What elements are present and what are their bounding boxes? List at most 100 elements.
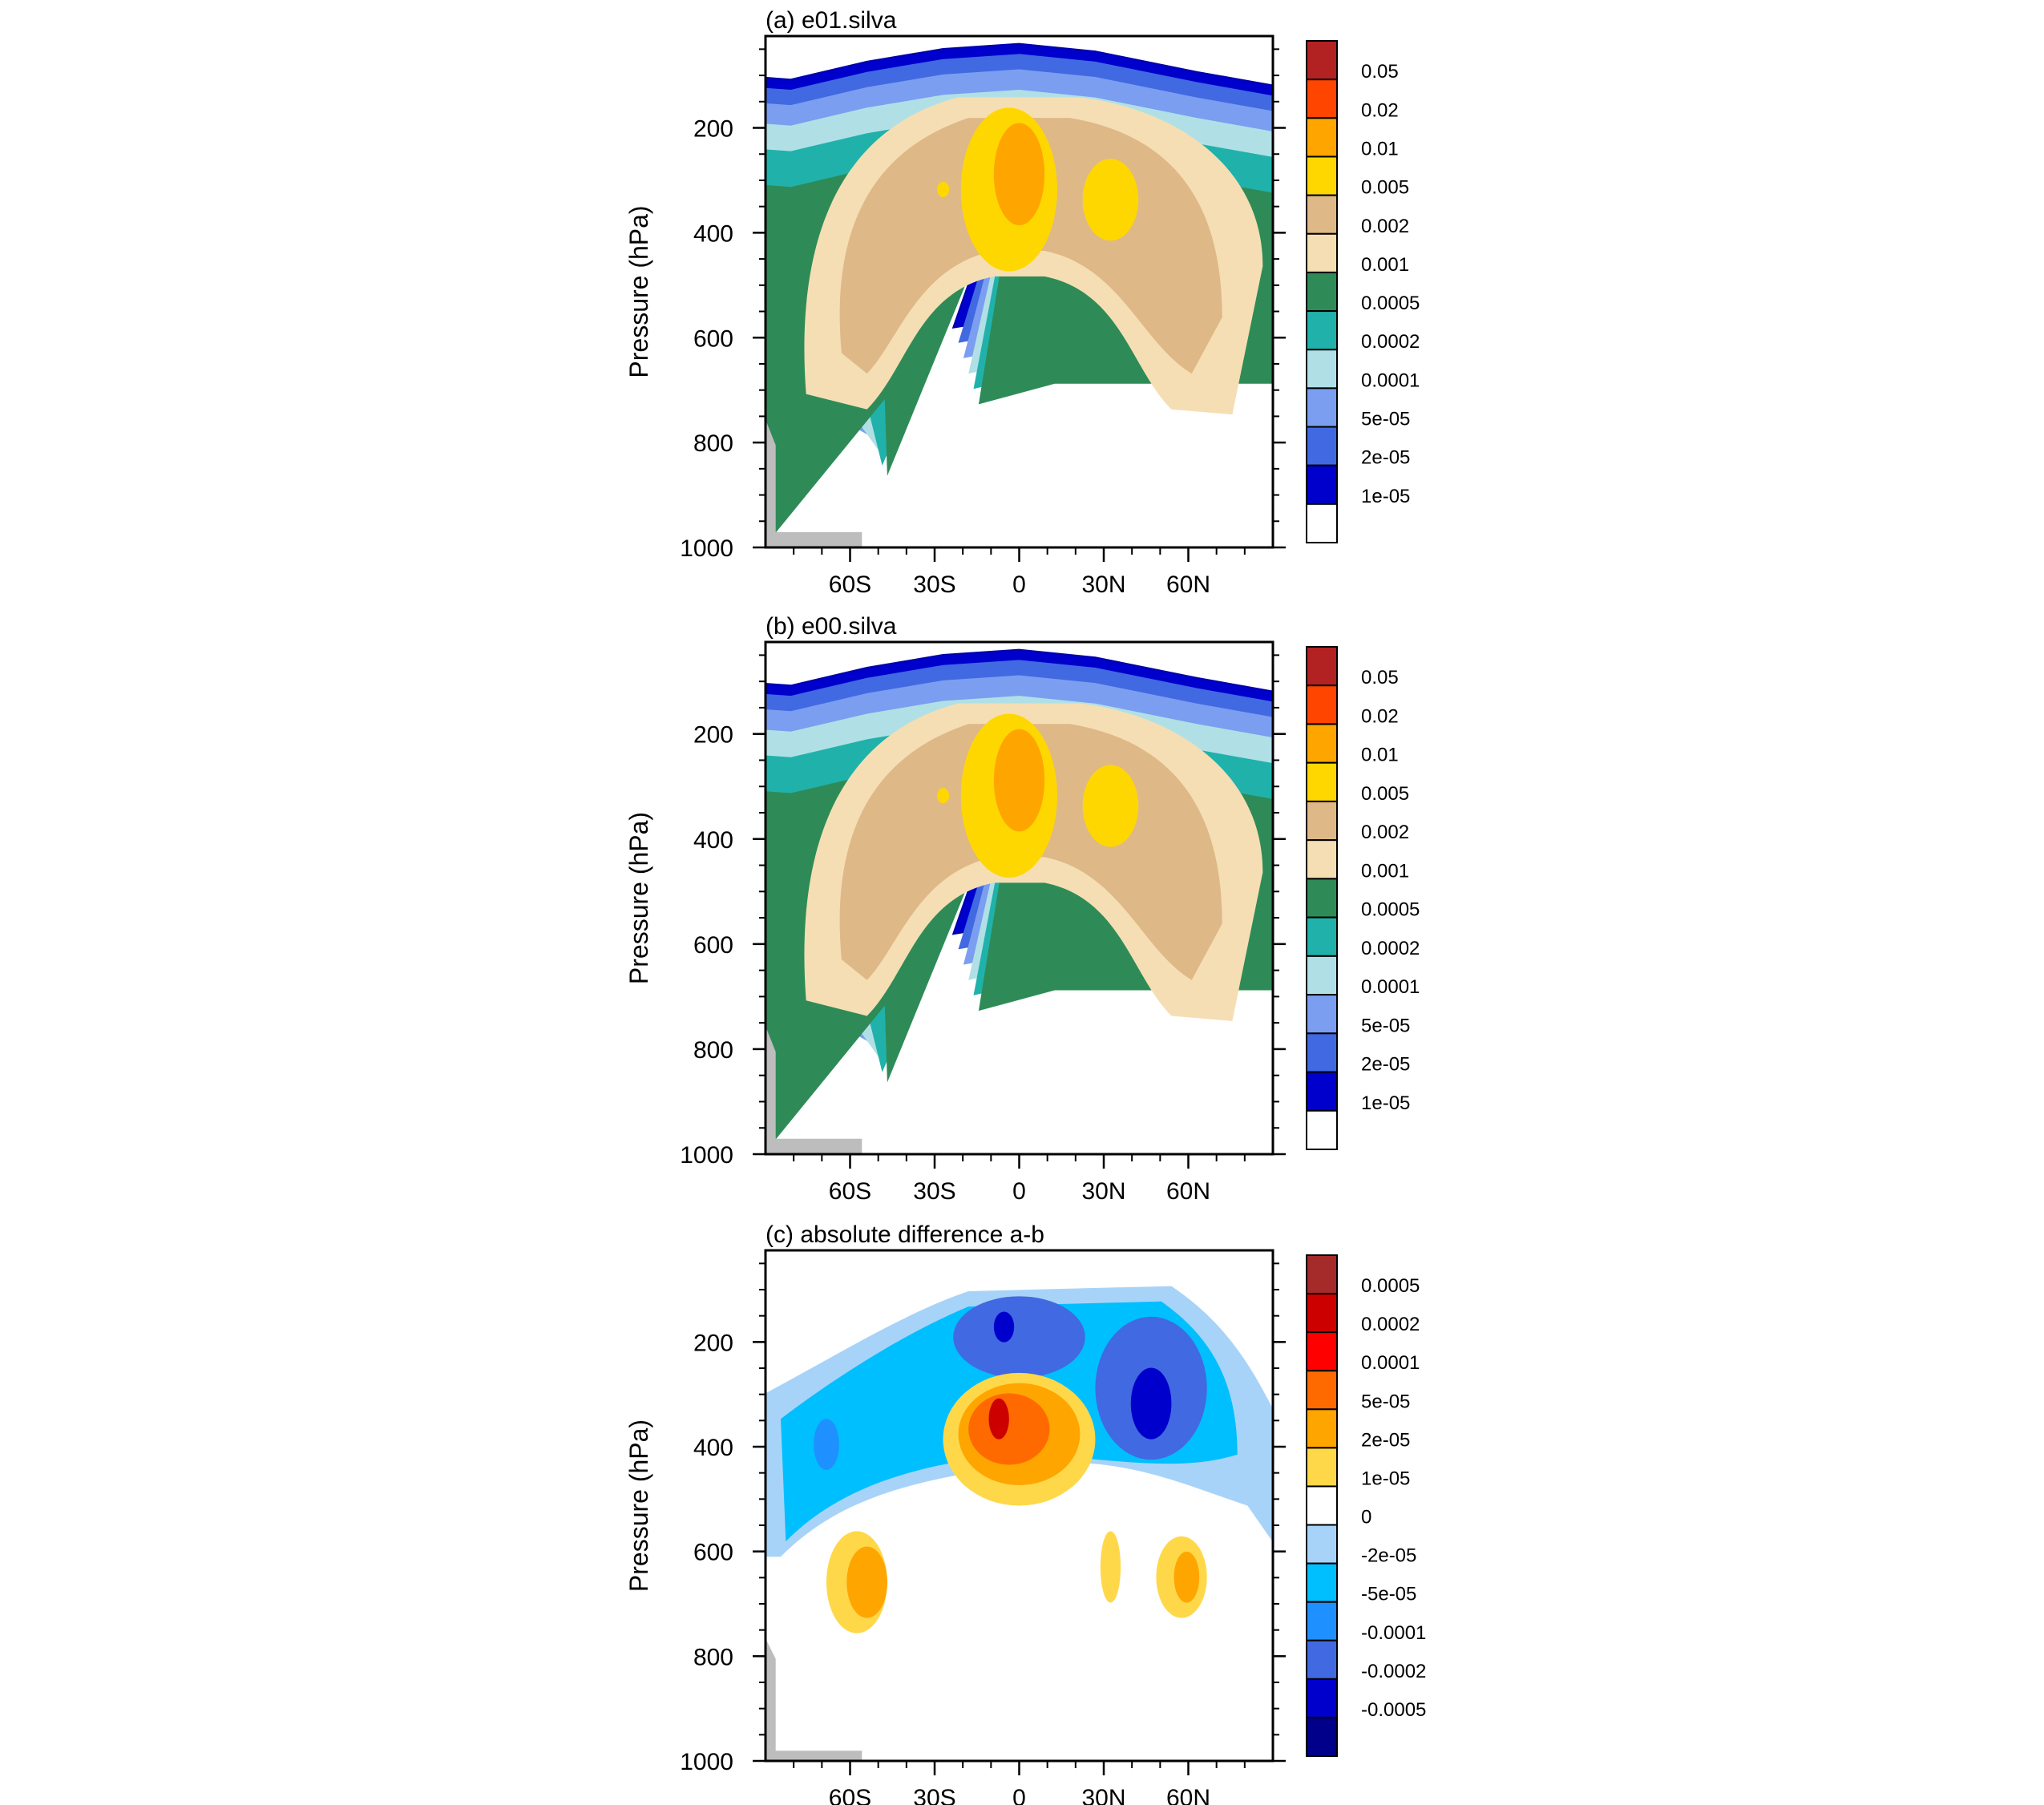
colorbar-label: 1e-05 bbox=[1361, 486, 1410, 507]
contour-band bbox=[968, 1393, 1050, 1465]
contour-band bbox=[814, 1419, 839, 1470]
colorbar-box bbox=[1306, 1254, 1338, 1295]
colorbar-box bbox=[1306, 800, 1338, 842]
colorbar-label: 0 bbox=[1361, 1507, 1371, 1528]
y-tick-label: 1000 bbox=[680, 535, 733, 562]
terrain-mask bbox=[765, 419, 862, 547]
contour-band bbox=[1130, 1367, 1172, 1440]
colorbar-box bbox=[1306, 1109, 1338, 1151]
y-tick-label: 800 bbox=[693, 1037, 733, 1064]
y-tick-label: 1000 bbox=[680, 1142, 733, 1169]
colorbar-label: 0.02 bbox=[1361, 705, 1399, 727]
colorbar-box bbox=[1306, 1293, 1338, 1334]
y-tick-label: 800 bbox=[693, 1644, 733, 1670]
contour-band bbox=[993, 123, 1045, 226]
contour-band bbox=[846, 1546, 887, 1618]
y-tick-label: 200 bbox=[693, 116, 733, 143]
y-tick-label: 400 bbox=[693, 1435, 733, 1461]
x-tick-label: 30N bbox=[1081, 1178, 1125, 1205]
panel-title: (a) e01.silva bbox=[765, 7, 897, 34]
contour-band bbox=[1100, 1531, 1121, 1603]
colorbar-box bbox=[1306, 1485, 1338, 1526]
x-tick-label: 0 bbox=[1012, 1785, 1026, 1805]
colorbar-box bbox=[1306, 1639, 1338, 1680]
x-tick-label: 0 bbox=[1012, 571, 1026, 598]
x-tick-label: 60S bbox=[829, 1785, 871, 1805]
colorbar-box bbox=[1306, 194, 1338, 235]
colorbar-label: 5e-05 bbox=[1361, 1015, 1410, 1036]
colorbar-label: 5e-05 bbox=[1361, 1391, 1410, 1412]
colorbar-label: 0.01 bbox=[1361, 138, 1399, 160]
y-tick-label: 200 bbox=[693, 1330, 733, 1356]
colorbar-box bbox=[1306, 1447, 1338, 1488]
panel-c: (c) absolute difference a-b 200 400 600 800 1… bbox=[624, 1222, 1426, 1805]
colorbar-box bbox=[1306, 646, 1338, 687]
colorbar-label: 2e-05 bbox=[1361, 447, 1410, 469]
colorbar-label: -5e-05 bbox=[1361, 1584, 1416, 1605]
colorbar-box bbox=[1306, 40, 1338, 81]
colorbar-box bbox=[1306, 232, 1338, 273]
colorbar-box bbox=[1306, 310, 1338, 351]
x-tick-label: 30S bbox=[913, 1178, 955, 1205]
contour-band bbox=[1173, 1551, 1200, 1603]
colorbar-label: 0.001 bbox=[1361, 860, 1409, 882]
colorbar-label: -0.0005 bbox=[1361, 1699, 1426, 1721]
x-tick-label: 30S bbox=[913, 571, 955, 598]
colorbar-label: 0.0001 bbox=[1361, 976, 1420, 998]
colorbar-label: -2e-05 bbox=[1361, 1545, 1416, 1567]
colorbar-box bbox=[1306, 955, 1338, 996]
colorbar-label: 5e-05 bbox=[1361, 409, 1410, 430]
colorbar-label: 0.0005 bbox=[1361, 899, 1420, 921]
x-tick-label: 30S bbox=[913, 1785, 955, 1805]
colorbar-label: 0.0002 bbox=[1361, 331, 1420, 353]
colorbar-label: 2e-05 bbox=[1361, 1054, 1410, 1076]
colorbar-label: 0.01 bbox=[1361, 745, 1399, 766]
colorbar-label: 0.02 bbox=[1361, 99, 1399, 121]
contour-band bbox=[936, 788, 950, 804]
y-tick-label: 600 bbox=[693, 325, 733, 352]
colorbar-box bbox=[1306, 271, 1338, 313]
x-tick-label: 60N bbox=[1166, 571, 1210, 598]
panel-title: (b) e00.silva bbox=[765, 613, 897, 640]
colorbar-label: 0.0002 bbox=[1361, 938, 1420, 959]
colorbar-label: 0.05 bbox=[1361, 61, 1399, 83]
colorbar-label: 0.005 bbox=[1361, 177, 1409, 199]
colorbar-box bbox=[1306, 1562, 1338, 1603]
colorbar-box bbox=[1306, 349, 1338, 390]
colorbar-label: 0.0001 bbox=[1361, 369, 1420, 391]
contour-field bbox=[765, 642, 1273, 1154]
colorbar-box bbox=[1306, 994, 1338, 1035]
y-tick-label: 1000 bbox=[680, 1749, 733, 1775]
colorbar-label: 1e-05 bbox=[1361, 1468, 1410, 1489]
x-tick-label: 30N bbox=[1081, 1785, 1125, 1805]
colorbar-box bbox=[1306, 839, 1338, 880]
panel-b: (b) e00.silva 200 400 600 800 1000 60S 30S 0 30N 6… bbox=[624, 613, 1420, 1205]
contour-band bbox=[953, 1296, 1085, 1379]
y-tick-label: 600 bbox=[693, 1540, 733, 1566]
y-axis-label: Pressure (hPa) bbox=[624, 205, 653, 378]
panel-title: (c) absolute difference a-b bbox=[765, 1222, 1044, 1248]
colorbar-box bbox=[1306, 1370, 1338, 1411]
y-tick-label: 800 bbox=[693, 430, 733, 457]
x-tick-label: 60N bbox=[1166, 1785, 1210, 1805]
x-tick-label: 60N bbox=[1166, 1178, 1210, 1205]
colorbar-box bbox=[1306, 878, 1338, 919]
colorbar-box bbox=[1306, 503, 1338, 543]
colorbar-label: 0.002 bbox=[1361, 216, 1409, 237]
terrain-mask bbox=[765, 1638, 862, 1761]
x-tick-label: 30N bbox=[1081, 571, 1125, 598]
x-tick-label: 60S bbox=[829, 571, 871, 598]
colorbar-label: 0.002 bbox=[1361, 822, 1409, 843]
y-axis-label: Pressure (hPa) bbox=[624, 1419, 653, 1592]
colorbar-box bbox=[1306, 117, 1338, 158]
colorbar-box bbox=[1306, 1408, 1338, 1449]
colorbar-box bbox=[1306, 155, 1338, 196]
colorbar-label: 2e-05 bbox=[1361, 1429, 1410, 1451]
colorbar-label: 0.0002 bbox=[1361, 1314, 1420, 1335]
colorbar-box bbox=[1306, 1331, 1338, 1372]
contour-band bbox=[936, 181, 950, 197]
y-tick-label: 400 bbox=[693, 220, 733, 247]
colorbar-box bbox=[1306, 1071, 1338, 1112]
colorbar-box bbox=[1306, 916, 1338, 957]
